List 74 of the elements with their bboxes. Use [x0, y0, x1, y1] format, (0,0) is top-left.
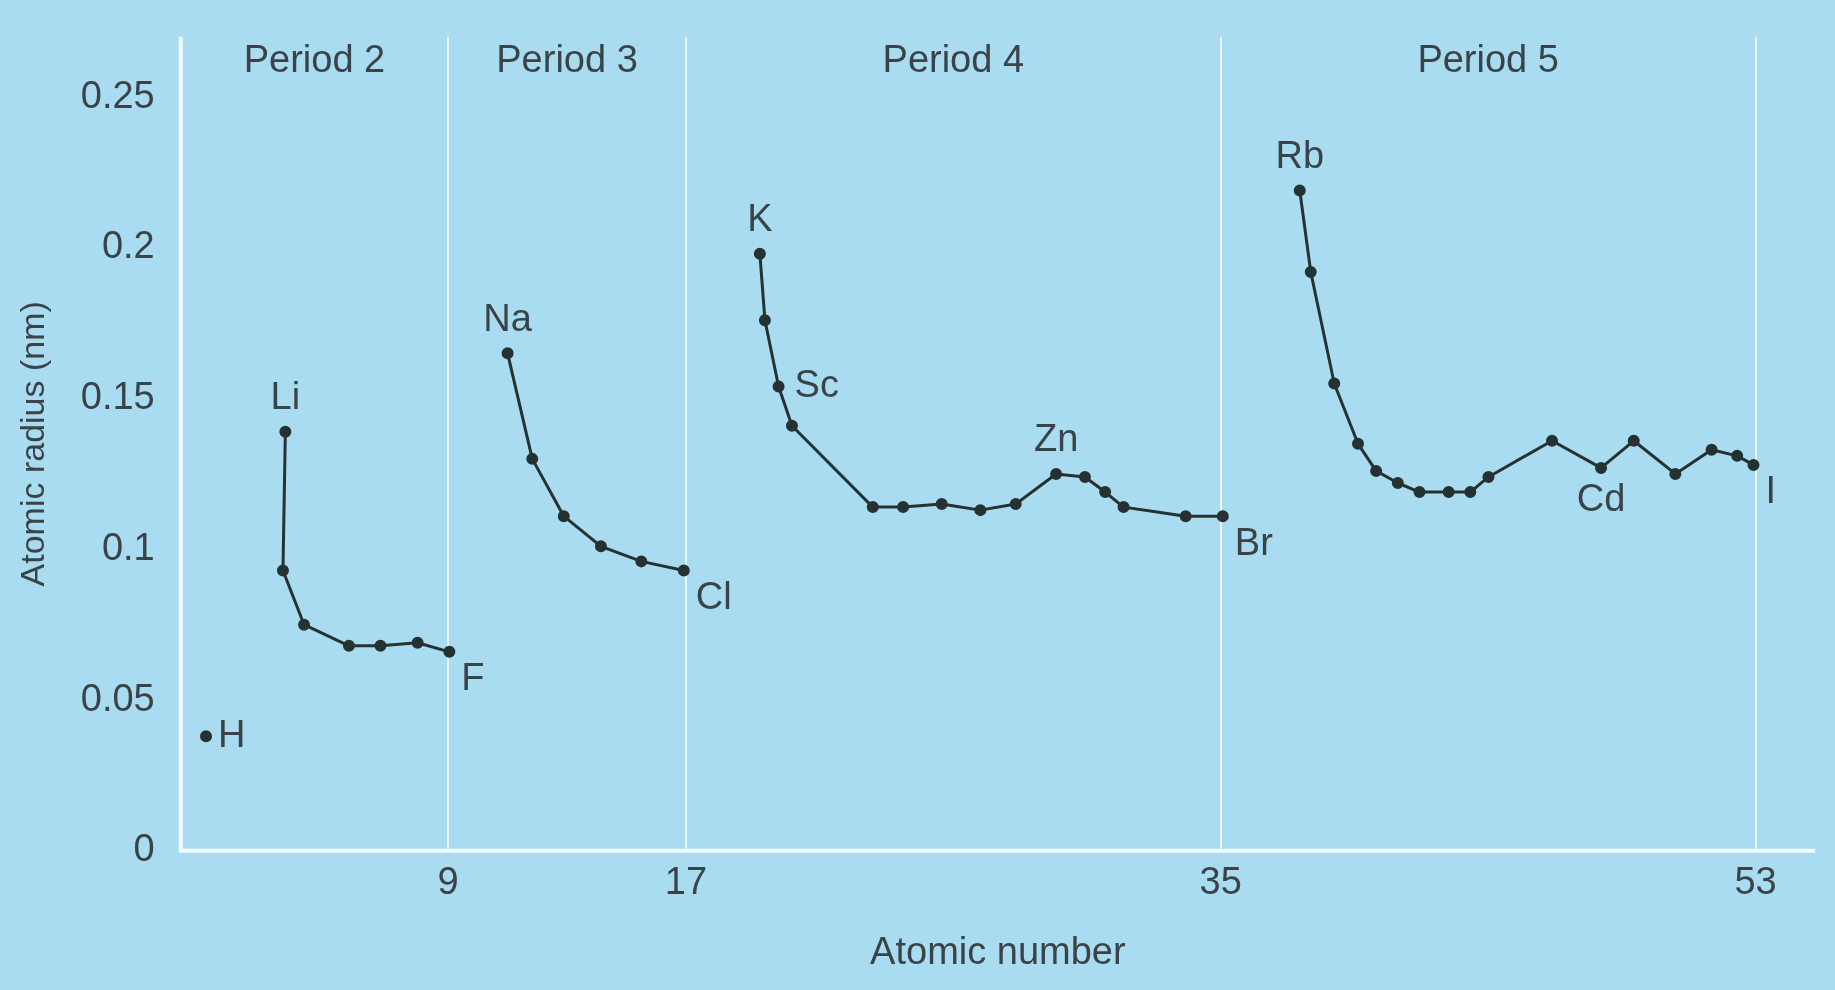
point	[594, 540, 607, 553]
point	[1464, 486, 1477, 499]
annotation: Li	[270, 375, 301, 418]
point	[1546, 434, 1559, 447]
point	[1595, 461, 1608, 474]
x-tick-label: 9	[437, 860, 459, 903]
point	[1413, 486, 1426, 499]
x-tick-label: 17	[664, 860, 708, 903]
x-tick-label: 53	[1734, 860, 1777, 903]
point	[276, 564, 289, 577]
annotation: Sc	[794, 363, 839, 405]
y-tick-label: 0.25	[80, 73, 155, 116]
point	[1050, 467, 1063, 480]
annotation: Cd	[1576, 477, 1626, 520]
annotation: H	[218, 712, 246, 755]
point	[935, 498, 948, 511]
point	[1328, 377, 1341, 390]
point	[866, 501, 879, 514]
point	[1304, 265, 1317, 278]
x-tick-label: 35	[1199, 860, 1242, 903]
y-tick-label: 0.2	[101, 224, 155, 267]
x-axis-title: Atomic number	[870, 929, 1126, 972]
point	[1482, 470, 1495, 483]
point	[1078, 470, 1091, 483]
point	[1352, 437, 1365, 450]
annotation: Period 4	[882, 38, 1025, 81]
point	[342, 639, 355, 652]
y-tick-label: 0.1	[101, 525, 155, 568]
point	[1627, 434, 1640, 447]
point	[1370, 464, 1383, 477]
annotation: Br	[1234, 520, 1274, 563]
annotation: Zn	[1033, 417, 1079, 460]
annotation: Rb	[1275, 134, 1325, 177]
point	[374, 639, 387, 652]
point	[677, 564, 690, 577]
annotation: Period 3	[496, 38, 638, 81]
point	[279, 425, 292, 438]
annotation: Period 2	[243, 38, 386, 81]
point	[1293, 184, 1306, 197]
point	[1669, 467, 1682, 480]
point	[753, 247, 766, 260]
annotation: Period 5	[1417, 38, 1559, 81]
point	[1179, 510, 1192, 523]
point	[526, 452, 539, 465]
y-axis-title: Atomic radius (nm)	[12, 301, 51, 587]
point	[501, 347, 514, 360]
point	[1747, 458, 1760, 471]
annotation: Na	[483, 296, 533, 339]
point	[1442, 486, 1455, 499]
y-tick-label: 0	[133, 827, 155, 870]
point	[411, 636, 424, 649]
annotation: Cl	[695, 574, 732, 617]
point	[1099, 486, 1112, 499]
annotation: I	[1765, 469, 1777, 512]
point	[772, 380, 785, 393]
point	[1705, 443, 1718, 456]
point	[974, 504, 987, 517]
point	[1117, 501, 1130, 514]
point	[298, 618, 311, 631]
point	[443, 645, 456, 658]
point	[557, 510, 570, 523]
annotation: F	[461, 656, 485, 699]
point	[635, 555, 648, 568]
point	[1391, 476, 1404, 489]
point	[1731, 449, 1744, 462]
point	[897, 501, 910, 514]
point	[1009, 498, 1022, 511]
annotation: K	[747, 197, 773, 240]
y-tick-label: 0.05	[80, 676, 155, 719]
point	[200, 730, 213, 743]
point	[785, 419, 798, 432]
point	[1216, 510, 1229, 523]
point	[758, 314, 771, 327]
y-tick-label: 0.15	[80, 375, 155, 418]
